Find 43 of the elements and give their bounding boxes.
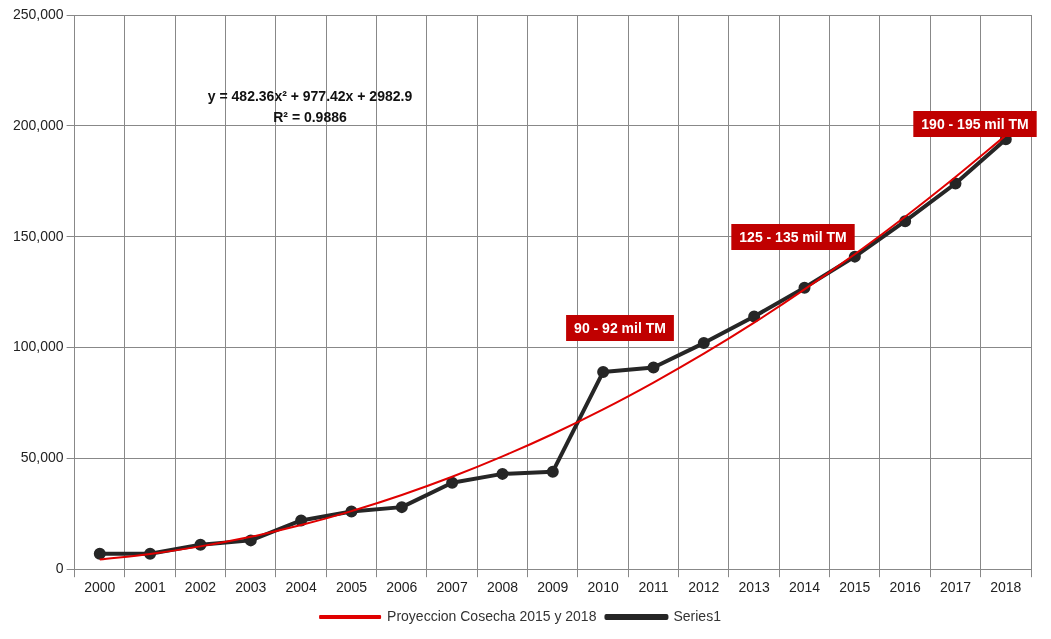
legend-label: Series1 <box>673 607 722 624</box>
x-tick-label: 2018 <box>990 579 1022 596</box>
annotation: R² = 0.9886 <box>273 108 347 125</box>
x-tick-label: 2012 <box>688 579 720 596</box>
y-tick-label: 250,000 <box>13 5 64 22</box>
y-tick-label: 0 <box>55 560 64 577</box>
x-tick-label: 2000 <box>84 579 116 596</box>
point <box>949 177 962 190</box>
point <box>93 547 106 560</box>
y-tick-label: 150,000 <box>13 227 64 244</box>
point <box>647 361 660 374</box>
x-tick-label: 2008 <box>486 579 519 596</box>
y-tick-label: 200,000 <box>13 116 64 133</box>
point <box>395 501 408 514</box>
point <box>496 467 509 480</box>
x-tick-label: 2015 <box>839 579 871 596</box>
annotation: 90 - 92 mil TM <box>574 319 666 336</box>
x-tick-label: 2011 <box>638 579 669 596</box>
y-tick-label: 50,000 <box>20 449 64 466</box>
annotation: y = 482.36x² + 977.42x + 2982.9 <box>207 87 413 104</box>
annotation: 125 - 135 mil TM <box>739 228 847 245</box>
point <box>546 465 559 478</box>
point <box>295 514 308 527</box>
y-tick-label: 100,000 <box>13 338 64 355</box>
annotation: 190 - 195 mil TM <box>921 115 1029 132</box>
x-tick-label: 2007 <box>436 579 468 596</box>
x-tick-label: 2003 <box>235 579 267 596</box>
x-tick-label: 2006 <box>386 579 418 596</box>
point <box>697 337 710 350</box>
point <box>597 365 610 378</box>
point <box>446 476 459 489</box>
legend-label: Proyeccion Cosecha 2015 y 2018 <box>387 607 597 624</box>
x-tick-label: 2002 <box>184 579 217 596</box>
x-tick-label: 2016 <box>889 579 921 596</box>
x-tick-label: 2017 <box>939 579 972 596</box>
x-tick-label: 2013 <box>738 579 770 596</box>
x-tick-label: 2014 <box>788 579 821 596</box>
x-tick-label: 2005 <box>335 579 368 596</box>
x-tick-label: 2001 <box>134 579 166 596</box>
x-tick-label: 2010 <box>587 579 619 596</box>
x-tick-label: 2009 <box>537 579 569 596</box>
point <box>748 310 761 323</box>
x-tick-label: 2004 <box>285 579 317 596</box>
